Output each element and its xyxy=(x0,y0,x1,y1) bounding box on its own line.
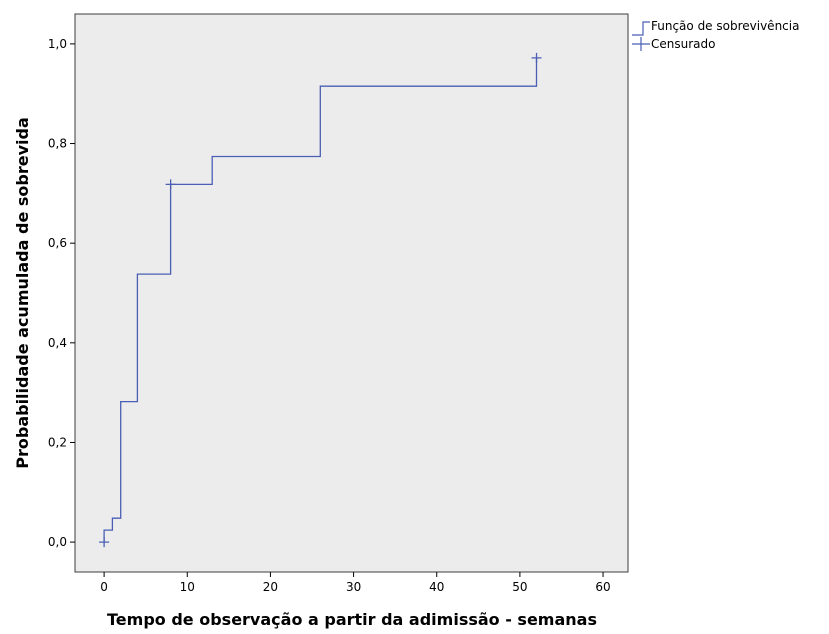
y-tick-label: 0,4 xyxy=(48,336,67,350)
legend-step-line-icon xyxy=(632,21,650,36)
x-tick-label: 30 xyxy=(346,580,361,594)
y-tick-label: 0,8 xyxy=(48,137,67,151)
x-tick-label: 40 xyxy=(429,580,444,594)
censor-markers xyxy=(99,52,542,548)
legend-plus-icon xyxy=(632,37,650,51)
survival-step-line xyxy=(103,57,538,543)
censor-marker xyxy=(531,52,542,63)
x-tick-label: 0 xyxy=(100,580,108,594)
series-layer xyxy=(103,57,538,543)
x-tick-label: 60 xyxy=(595,580,610,594)
legend-label-censored: Censurado xyxy=(651,37,715,51)
y-tick-label: 1,0 xyxy=(48,37,67,51)
x-axis: 0 10 20 30 40 50 60 xyxy=(100,572,611,594)
legend: Função de sobrevivência Censurado xyxy=(632,19,799,51)
x-tick-label: 10 xyxy=(180,580,195,594)
x-tick-label: 50 xyxy=(512,580,527,594)
y-axis: 0,0 0,2 0,4 0,6 0,8 1,0 xyxy=(48,37,75,549)
plot-area xyxy=(74,13,629,573)
x-tick-label: 20 xyxy=(263,580,278,594)
legend-label-survival: Função de sobrevivência xyxy=(651,19,799,33)
censor-marker xyxy=(165,179,176,190)
y-tick-label: 0,0 xyxy=(48,535,67,549)
censor-marker xyxy=(99,537,110,548)
x-axis-title: Tempo de observação a partir da adimissã… xyxy=(107,610,597,629)
y-tick-label: 0,6 xyxy=(48,236,67,250)
y-tick-label: 0,2 xyxy=(48,435,67,449)
y-axis-title: Probabilidade acumulada de sobrevida xyxy=(13,117,32,468)
